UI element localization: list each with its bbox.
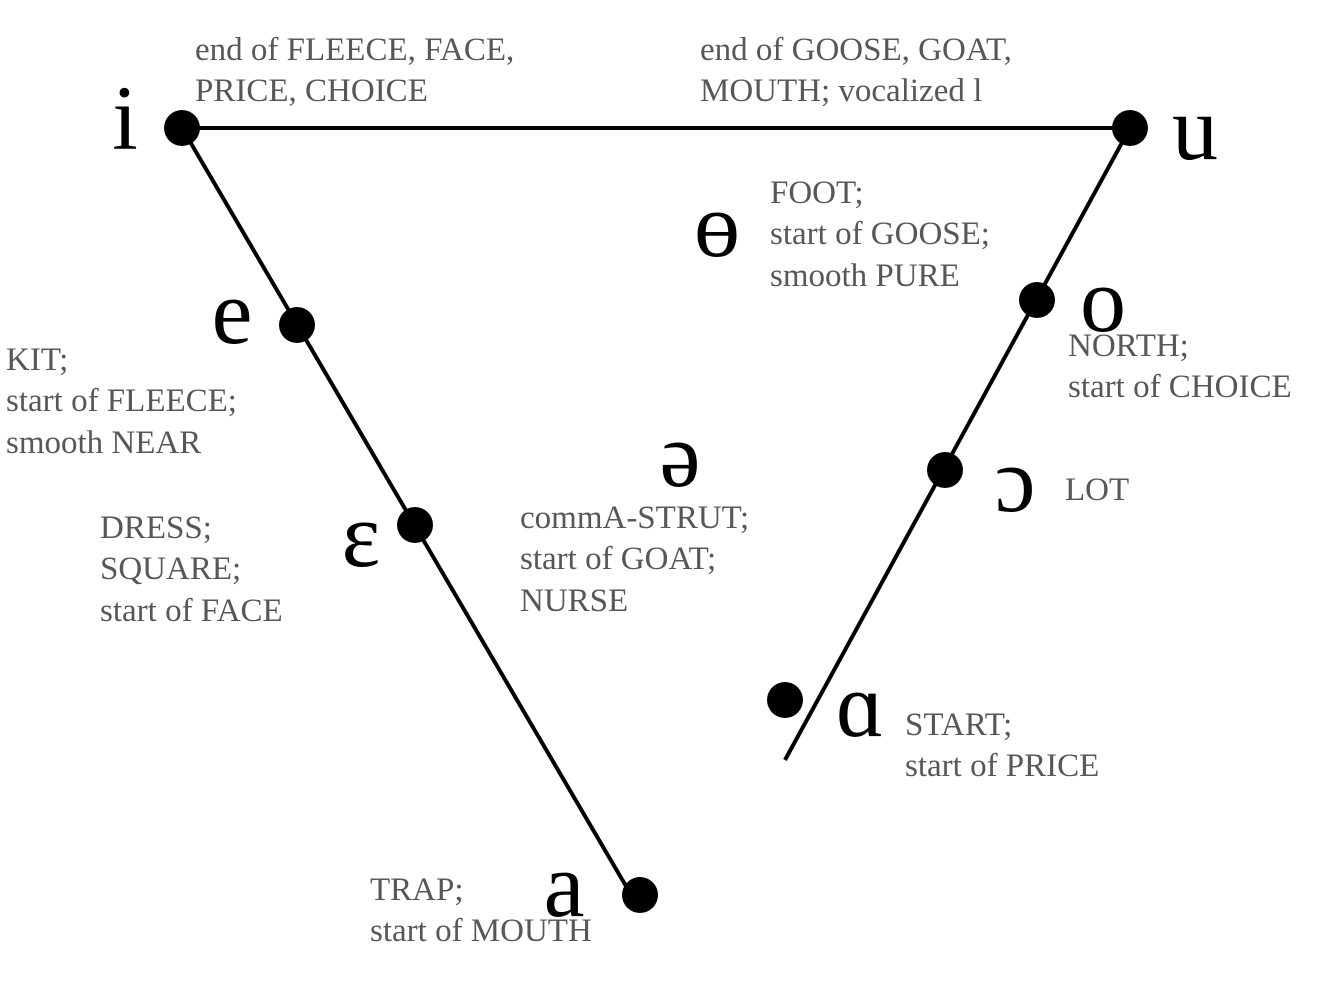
vowel-node-e <box>279 307 315 343</box>
vowel-desc-backA: START; start of PRICE <box>905 705 1099 788</box>
vowel-desc-i: end of FLEECE, FACE, PRICE, CHOICE <box>195 30 514 113</box>
vowel-desc-u: end of GOOSE, GOAT, MOUTH; vocalized l <box>700 30 1012 113</box>
vowel-node-u <box>1112 110 1148 146</box>
vowel-node-openo <box>927 452 963 488</box>
vowel-symbol-openo: ɔ <box>995 434 1036 526</box>
vowel-node-o <box>1019 282 1055 318</box>
vowel-symbol-i: i <box>112 72 138 164</box>
vowel-symbol-u: u <box>1172 82 1218 174</box>
vowel-desc-openo: LOT <box>1065 470 1129 511</box>
vowel-node-epsilon <box>397 507 433 543</box>
vowel-desc-schwa: commA-STRUT; start of GOAT; NURSE <box>520 498 749 622</box>
vowel-diagram: i end of FLEECE, FACE, PRICE, CHOICE u end … <box>0 0 1321 1005</box>
vowel-symbol-schwa: ə <box>660 409 701 501</box>
vowel-node-backA <box>767 682 803 718</box>
vowel-desc-a: TRAP; start of MOUTH <box>370 870 592 953</box>
vowel-symbol-backA: ɑ <box>836 659 884 751</box>
vowel-desc-epsilon: DRESS; SQUARE; start of FACE <box>100 508 283 632</box>
vowel-symbol-epsilon: ɛ <box>342 489 381 581</box>
vowel-desc-e: KIT; start of FLEECE; smooth NEAR <box>6 340 237 464</box>
vowel-desc-theta: FOOT; start of GOOSE; smooth PURE <box>770 173 990 297</box>
vowel-node-i <box>164 110 200 146</box>
vowel-node-a <box>622 877 658 913</box>
vowel-symbol-theta: ɵ <box>694 179 740 271</box>
vowel-desc-o: NORTH; start of CHOICE <box>1068 326 1292 409</box>
